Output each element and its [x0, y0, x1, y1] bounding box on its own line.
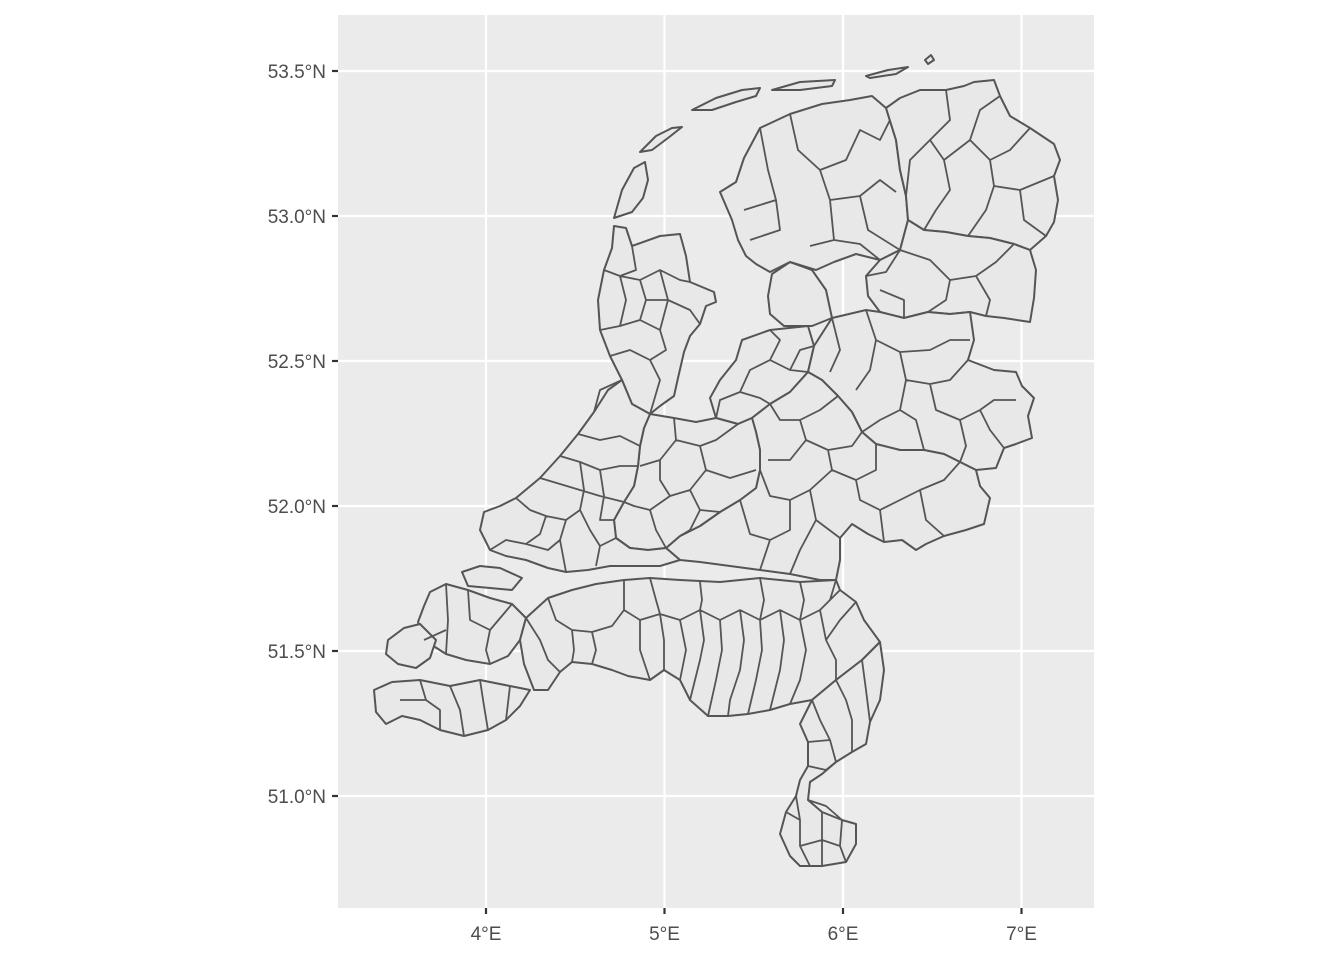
municipality-boundaries — [400, 89, 1055, 867]
terschelling-polygon — [691, 87, 761, 111]
goeree-polygon — [461, 565, 523, 591]
x-tick-label: 5°E — [649, 924, 680, 945]
axes: 4°E 5°E 6°E 7°E 51.0°N 51.5°N 52.0°N 52.5°N 53.0… — [268, 62, 1037, 945]
y-tick-label: 51.5°N — [268, 642, 326, 663]
y-tick-label: 53.0°N — [268, 207, 326, 228]
vlieland-polygon — [639, 126, 683, 153]
y-tick-label: 53.5°N — [268, 62, 326, 83]
texel-polygon — [613, 161, 649, 219]
schiermonnikoog-polygon — [865, 66, 909, 79]
x-tick-label: 6°E — [828, 924, 859, 945]
rottumeroog-polygon — [924, 54, 935, 65]
y-tick-label: 52.0°N — [268, 497, 326, 518]
walcheren-polygon — [385, 623, 437, 669]
south-holland-polygon — [479, 379, 681, 573]
y-tick-label: 51.0°N — [268, 787, 326, 808]
netherlands-municipalities — [373, 54, 1061, 867]
ameland-polygon — [771, 79, 836, 91]
x-tick-label: 7°E — [1006, 924, 1037, 945]
x-tick-label: 4°E — [471, 924, 502, 945]
y-tick-label: 52.5°N — [268, 352, 326, 373]
